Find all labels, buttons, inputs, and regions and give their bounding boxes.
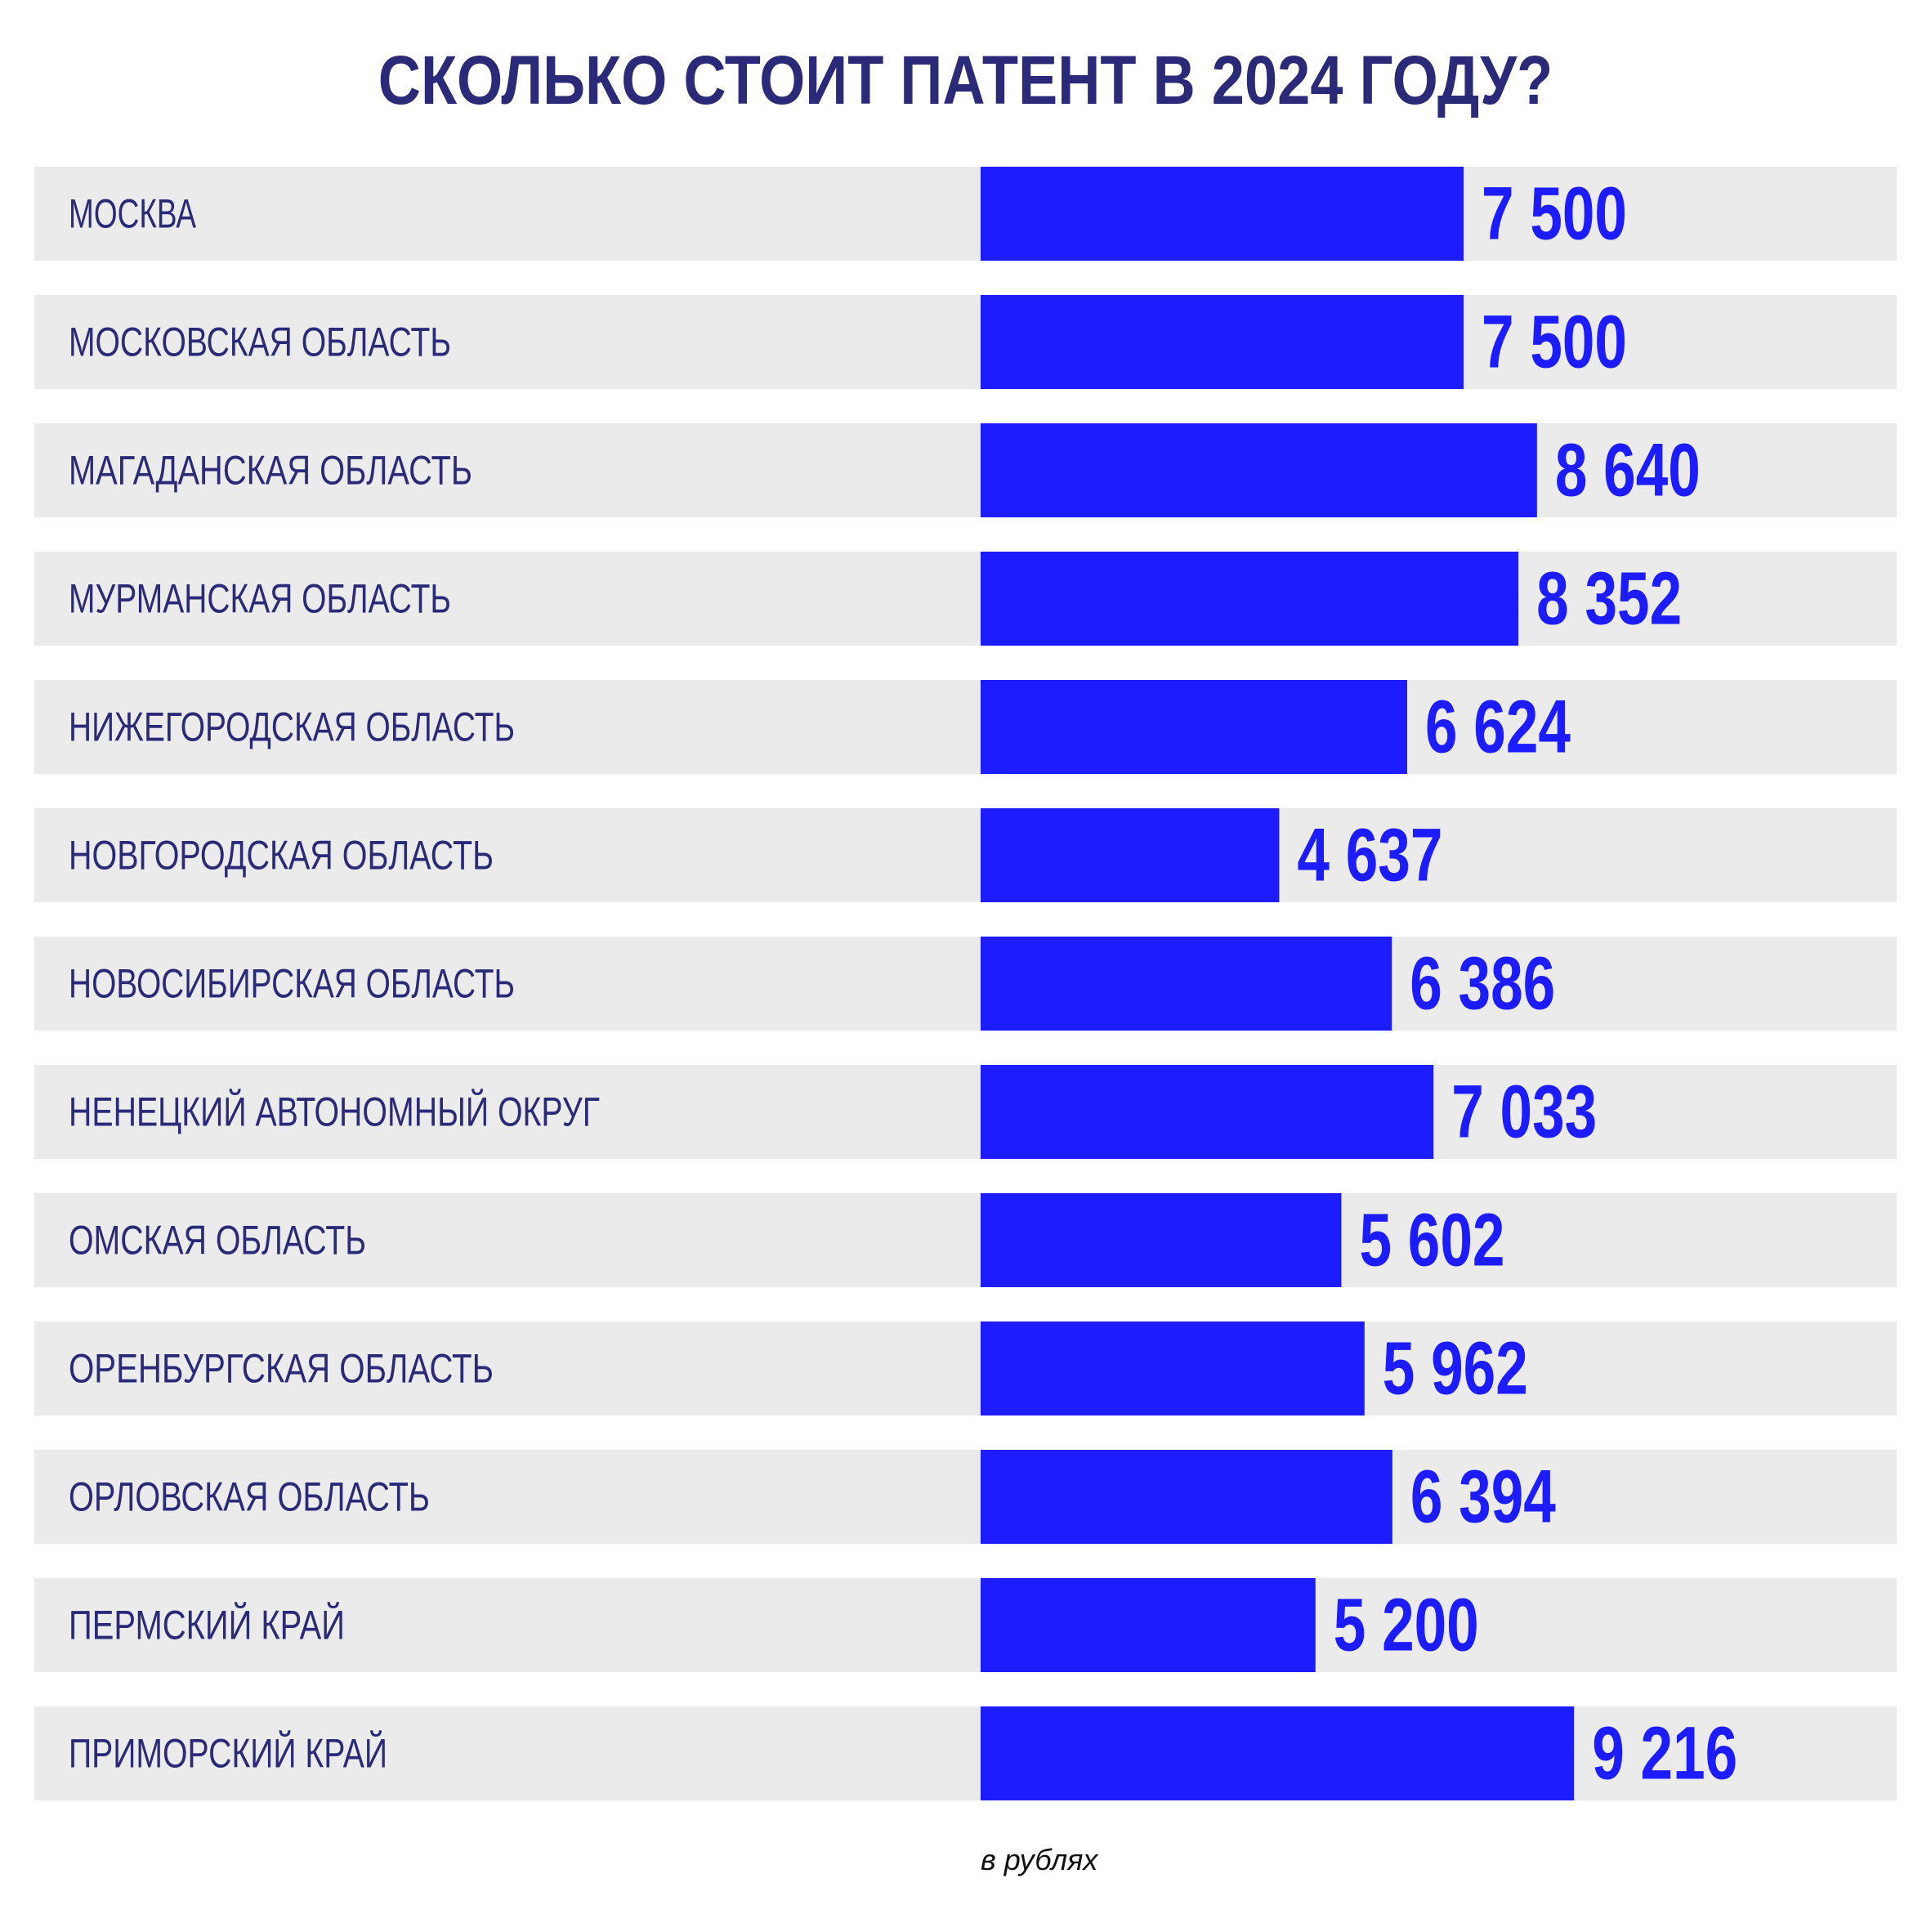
value-label: 8 640 [1555, 429, 1701, 512]
bar [981, 1578, 1316, 1672]
category-label: НОВГОРОДСКАЯ ОБЛАСТЬ [69, 833, 494, 879]
bar [981, 937, 1392, 1031]
value-label: 6 394 [1410, 1456, 1556, 1539]
row-background [34, 680, 1897, 774]
category-label: МУРМАНСКАЯ ОБЛАСТЬ [69, 576, 451, 622]
bar [981, 1322, 1365, 1415]
category-label: ОМСКАЯ ОБЛАСТЬ [69, 1218, 366, 1263]
bar [981, 1193, 1342, 1287]
category-label: ПРИМОРСКИЙ КРАЙ [69, 1730, 387, 1777]
category-label: МОСКВА [69, 191, 196, 237]
category-label: ОРЛОВСКАЯ ОБЛАСТЬ [69, 1474, 430, 1520]
bar [981, 167, 1464, 261]
value-label: 5 200 [1334, 1584, 1479, 1667]
category-label: ОРЕНБУРГСКАЯ ОБЛАСТЬ [69, 1346, 494, 1392]
row-background [34, 423, 1897, 517]
category-label: НЕНЕЦКИЙ АВТОНОМНЫЙ ОКРУГ [69, 1089, 600, 1135]
row-background [34, 1322, 1897, 1415]
bar [981, 423, 1537, 517]
bar [981, 1706, 1575, 1800]
value-label: 5 602 [1359, 1199, 1504, 1282]
row-background [34, 1450, 1897, 1544]
category-label: ПЕРМСКИЙ КРАЙ [69, 1602, 345, 1648]
row-background [34, 937, 1897, 1031]
row-background [34, 167, 1897, 261]
row-background [34, 1706, 1897, 1800]
category-label: НИЖЕГОРОДСКАЯ ОБЛАСТЬ [69, 704, 515, 750]
value-label: 8 352 [1536, 557, 1682, 641]
value-label: 6 624 [1425, 686, 1571, 769]
row-background [34, 1193, 1897, 1287]
bar [981, 1065, 1434, 1159]
category-label: НОВОСИБИРСКАЯ ОБЛАСТЬ [69, 961, 515, 1007]
unit-note: в рублях [981, 1843, 1098, 1876]
value-label: 9 216 [1592, 1712, 1737, 1796]
value-label: 7 500 [1482, 301, 1627, 384]
bar [981, 295, 1464, 389]
value-label: 6 386 [1410, 942, 1555, 1026]
row-background [34, 295, 1897, 389]
bar [981, 552, 1519, 646]
chart-title: СКОЛЬКО СТОИТ ПАТЕНТ В 2024 ГОДУ? [378, 42, 1553, 119]
row-background [34, 552, 1897, 646]
value-label: 7 500 [1482, 172, 1627, 256]
bar [981, 680, 1407, 774]
value-label: 7 033 [1451, 1071, 1597, 1154]
row-background [34, 1578, 1897, 1672]
row-background [34, 808, 1897, 902]
bar [981, 808, 1280, 902]
category-label: МОСКОВСКАЯ ОБЛАСТЬ [69, 320, 451, 365]
value-label: 4 637 [1297, 814, 1442, 897]
category-label: МАГАДАНСКАЯ ОБЛАСТЬ [69, 448, 472, 494]
value-label: 5 962 [1383, 1327, 1528, 1411]
bar [981, 1450, 1392, 1544]
row-background [34, 1065, 1897, 1159]
